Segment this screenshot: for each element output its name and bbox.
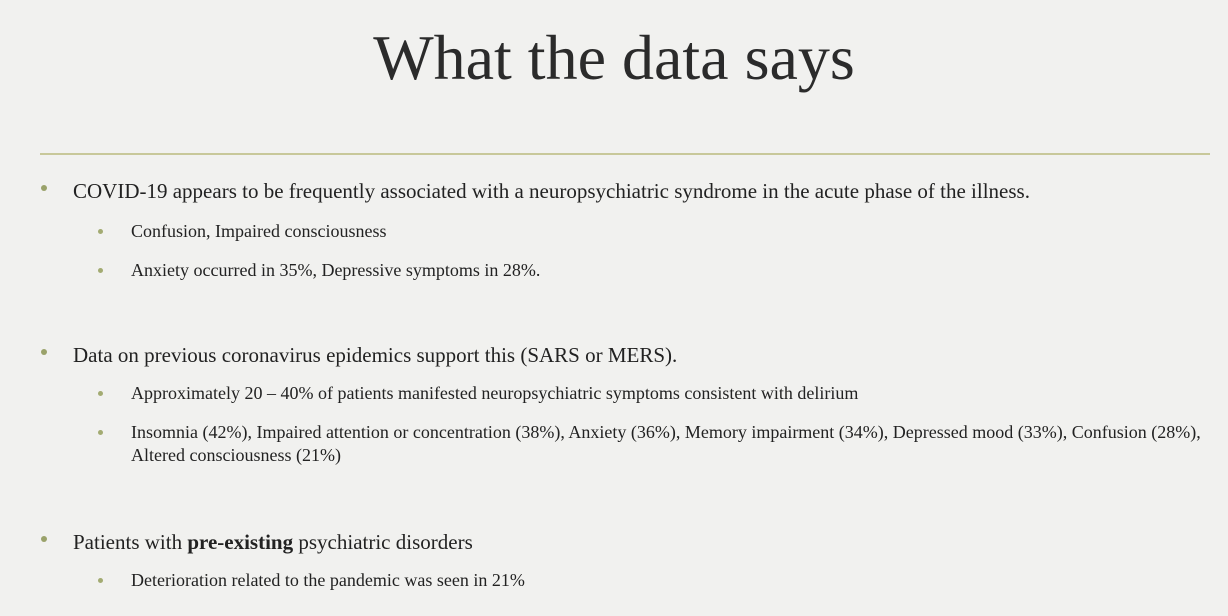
sub-bullet-dot-icon	[98, 578, 103, 583]
bullet-3-sub-1: Deterioration related to the pandemic wa…	[131, 570, 525, 590]
bullet-2-text: Data on previous coronavirus epidemics s…	[73, 343, 678, 367]
bullet-2-sub-2: Insomnia (42%), Impaired attention or co…	[131, 422, 1201, 465]
sub-bullet-dot-icon	[98, 268, 103, 273]
bullet-1-text: COVID-19 appears to be frequently associ…	[73, 179, 1030, 203]
sub-bullet-dot-icon	[98, 229, 103, 234]
bullet-dot-icon	[41, 349, 47, 355]
bullet-dot-icon	[41, 536, 47, 542]
bullet-3-text: Patients with pre-existing psychiatric d…	[73, 529, 1213, 555]
sub-bullet-dot-icon	[98, 391, 103, 396]
bullet-3-text-before: Patients with	[73, 530, 188, 554]
bullet-dot-icon	[41, 185, 47, 191]
bullet-1-sub-2: Anxiety occurred in 35%, Depressive symp…	[131, 260, 541, 280]
slide-title: What the data says	[373, 22, 855, 93]
bullet-3-text-bold: pre-existing	[187, 530, 294, 554]
sub-bullet-dot-icon	[98, 430, 103, 435]
bullet-2-sub-1: Approximately 20 – 40% of patients manif…	[131, 383, 859, 403]
title-divider	[40, 153, 1210, 155]
bullet-3-text-after: psychiatric disorders	[293, 530, 473, 554]
bullet-1-sub-1: Confusion, Impaired consciousness	[131, 221, 387, 241]
